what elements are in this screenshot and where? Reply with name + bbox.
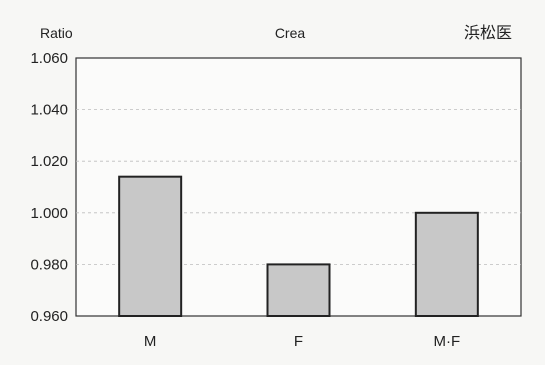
x-axis-categories: M F M·F — [144, 333, 460, 350]
y-tick-label: 1.040 — [30, 102, 68, 119]
y-tick-label: 0.960 — [30, 308, 68, 325]
x-category-label: M·F — [434, 333, 461, 350]
bar-1 — [118, 175, 183, 317]
y-tick-label: 1.060 — [30, 50, 68, 67]
y-axis-ticks: 0.960 0.980 1.000 1.020 1.040 1.060 — [30, 50, 68, 325]
bar-3 — [414, 211, 479, 317]
bar-2 — [266, 263, 331, 317]
y-tick-label: 1.000 — [30, 205, 68, 222]
y-tick-label: 0.980 — [30, 256, 68, 273]
bars — [118, 175, 479, 317]
x-category-label: M — [144, 333, 157, 350]
source-label: 浜松医 — [464, 24, 512, 42]
y-axis-label: Ratio — [40, 25, 73, 41]
chart-title: Crea — [275, 25, 306, 41]
y-tick-label: 1.020 — [30, 153, 68, 170]
x-category-label: F — [294, 333, 303, 350]
